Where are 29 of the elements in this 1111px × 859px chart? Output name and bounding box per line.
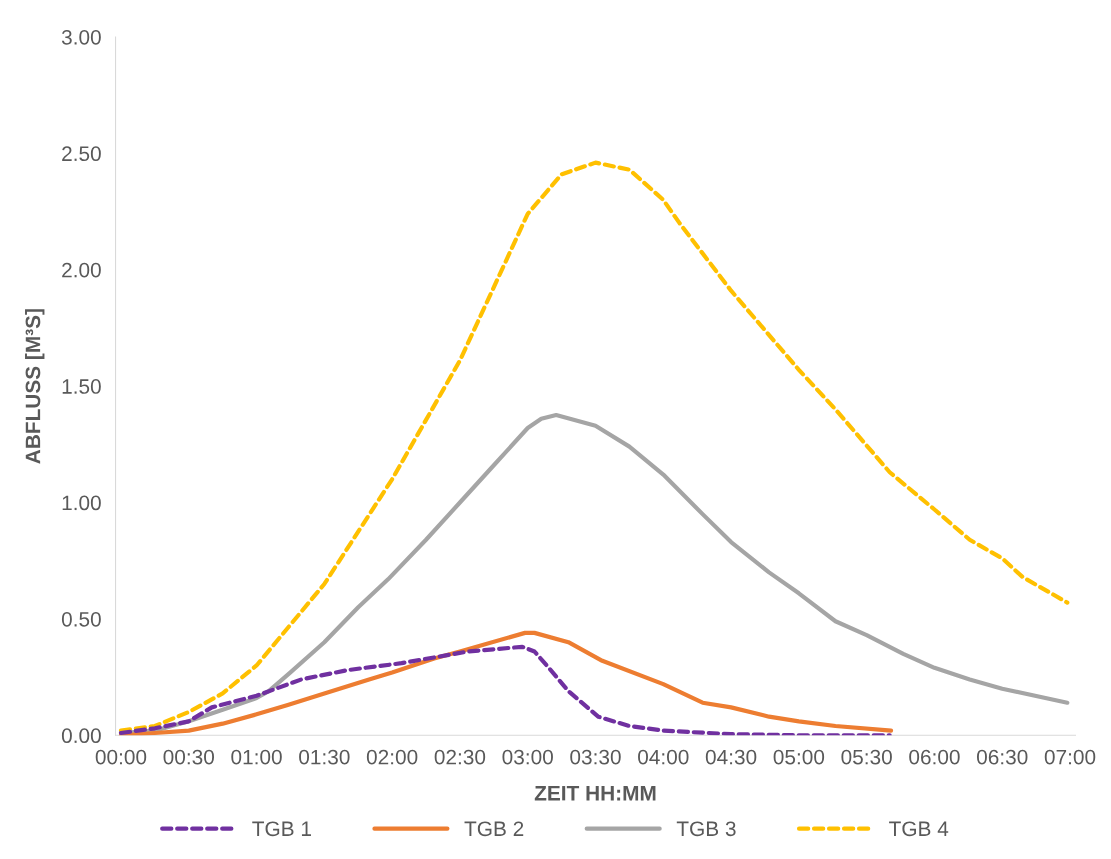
x-tick-label: 01:30: [299, 749, 350, 765]
x-tick-label: 01:00: [231, 749, 282, 765]
x-tick-label: 04:00: [638, 749, 689, 765]
x-axis-title: ZEIT HH:MM: [534, 786, 656, 801]
y-tick-label: 1.50: [62, 379, 101, 394]
legend-label: TGB 4: [889, 821, 949, 837]
legend-label: TGB 2: [464, 821, 524, 837]
x-tick-label: 05:30: [841, 749, 892, 765]
y-tick-label: 2.00: [62, 262, 101, 278]
x-tick-label: 03:30: [570, 749, 621, 765]
legend-label: TGB 1: [252, 821, 311, 837]
x-tick-label: 05:00: [773, 749, 825, 765]
line-series: [118, 160, 1070, 733]
y-tick-label: 3.00: [61, 29, 101, 45]
y-axis-title: ABFLUSS [M³S]: [25, 309, 45, 464]
x-tick-label: 02:00: [366, 749, 418, 765]
x-tick-label: 00:30: [163, 749, 215, 765]
x-tick-label: 06:00: [909, 749, 960, 765]
x-tick-label: 00:00: [95, 749, 147, 765]
x-tick-label: 06:30: [976, 749, 1028, 765]
x-tick-label: 03:00: [502, 749, 553, 765]
x-tick-label: 04:30: [705, 749, 757, 765]
x-tick-label: 02:30: [434, 749, 486, 765]
y-tick-label: 0.50: [61, 611, 101, 627]
y-tick-label: 2.50: [62, 146, 101, 162]
y-tick-label: 0.00: [61, 728, 101, 744]
y-tick-label: 1.00: [62, 495, 101, 511]
x-tick-label: 07:00: [1044, 749, 1096, 765]
legend-label: TGB 3: [676, 821, 736, 837]
